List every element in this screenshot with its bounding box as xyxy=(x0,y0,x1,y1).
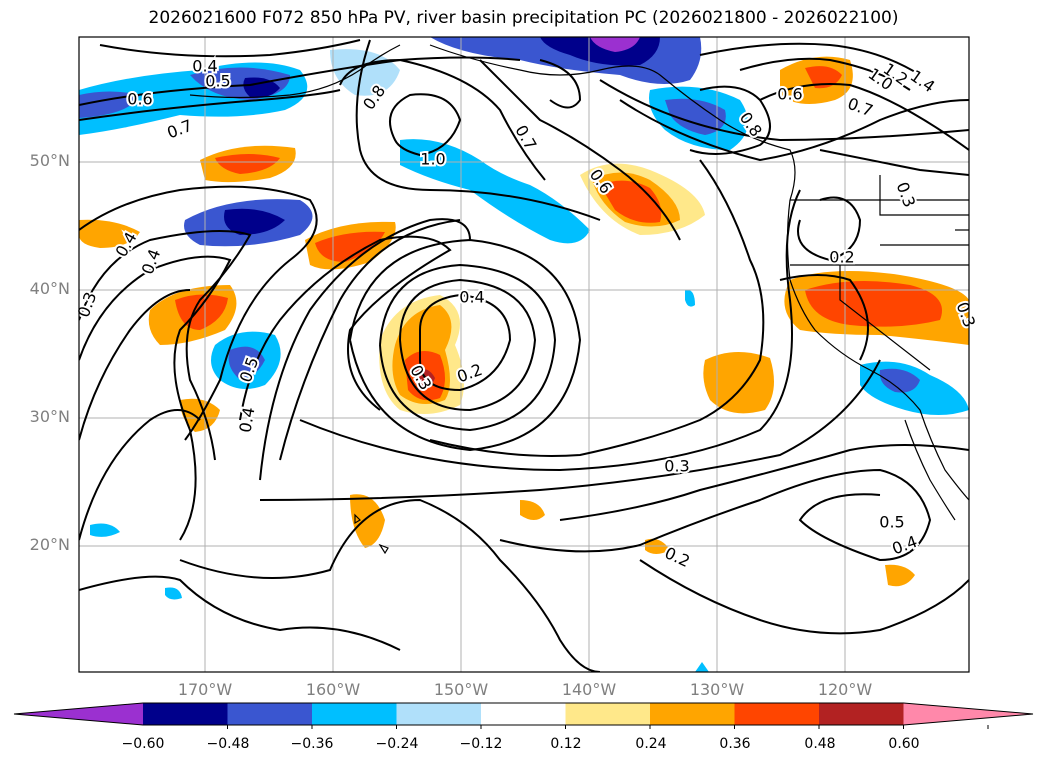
colorbar-segment xyxy=(227,703,313,725)
contour-label: 0.7 xyxy=(164,116,194,143)
colorbar-segment xyxy=(734,703,820,725)
colorbar-label: −0.24 xyxy=(375,736,419,752)
contour-label: 0.7 xyxy=(511,122,540,154)
colorbar-label: −0.48 xyxy=(206,736,250,752)
colorbar-label: −0.60 xyxy=(121,736,165,752)
colorbar-segment xyxy=(312,703,397,725)
lat-label-40n: 40°N xyxy=(29,279,70,298)
colorbar-label: 0.12 xyxy=(550,736,582,752)
contour-label: 0.3 xyxy=(893,179,920,209)
lat-label-50n: 50°N xyxy=(29,151,70,170)
colorbar-outline xyxy=(13,702,1034,726)
lon-label-150w: 150°W xyxy=(433,680,489,699)
colorbar xyxy=(13,702,1034,729)
map-title: 2026021600 F072 850 hPa PV, river basin … xyxy=(148,8,899,28)
contour-label: 0.3 xyxy=(74,289,101,319)
colorbar-label: −0.12 xyxy=(459,736,503,752)
colorbar-label: 0.24 xyxy=(635,736,667,752)
contour-label: 1.0 xyxy=(420,150,445,169)
lon-label-140w: 140°W xyxy=(561,680,617,699)
colorbar-segment xyxy=(143,703,228,725)
colorbar-label: 0.48 xyxy=(804,736,836,752)
colorbar-segment xyxy=(481,703,566,725)
contour-label: 0.3 xyxy=(664,457,689,476)
colorbar-label: −0.36 xyxy=(290,736,334,752)
contour-label: 0.6 xyxy=(127,90,152,109)
colorbar-segment xyxy=(650,703,735,725)
lon-label-160w: 160°W xyxy=(305,680,361,699)
colorbar-segment xyxy=(396,703,482,725)
colorbar-label: 0.60 xyxy=(888,736,920,752)
contour-label: 0.7 xyxy=(845,94,875,121)
map-frame xyxy=(78,36,970,673)
contour-label: 0.4 xyxy=(192,57,217,76)
colorbar-extend-low xyxy=(14,703,143,725)
contour-label: 0.4 xyxy=(889,532,919,559)
colorbar-label: 0.36 xyxy=(719,736,751,752)
contour-label: 0.4 xyxy=(459,288,484,307)
contour-label: 0.6 xyxy=(777,85,802,104)
lon-label-170w: 170°W xyxy=(177,680,233,699)
contour-label: 0.4 xyxy=(235,406,258,434)
pv-contours xyxy=(79,39,969,672)
colorbar-segment xyxy=(565,703,651,725)
lon-label-130w: 130°W xyxy=(689,680,745,699)
contour-label: 0.2 xyxy=(829,248,854,267)
contour-label: 0.5 xyxy=(879,513,904,532)
lat-label-30n: 30°N xyxy=(29,407,70,426)
contour-label: 0.4 xyxy=(138,246,165,276)
lon-label-120w: 120°W xyxy=(817,680,873,699)
contour-label: 0.6 xyxy=(777,85,802,104)
colorbar-extend-high xyxy=(903,703,1033,725)
lat-label-20n: 20°N xyxy=(29,535,70,554)
contour-label: 0.5 xyxy=(205,72,230,91)
coastlines xyxy=(189,44,969,555)
colorbar-segment xyxy=(819,703,904,725)
precip-shading xyxy=(79,37,969,672)
